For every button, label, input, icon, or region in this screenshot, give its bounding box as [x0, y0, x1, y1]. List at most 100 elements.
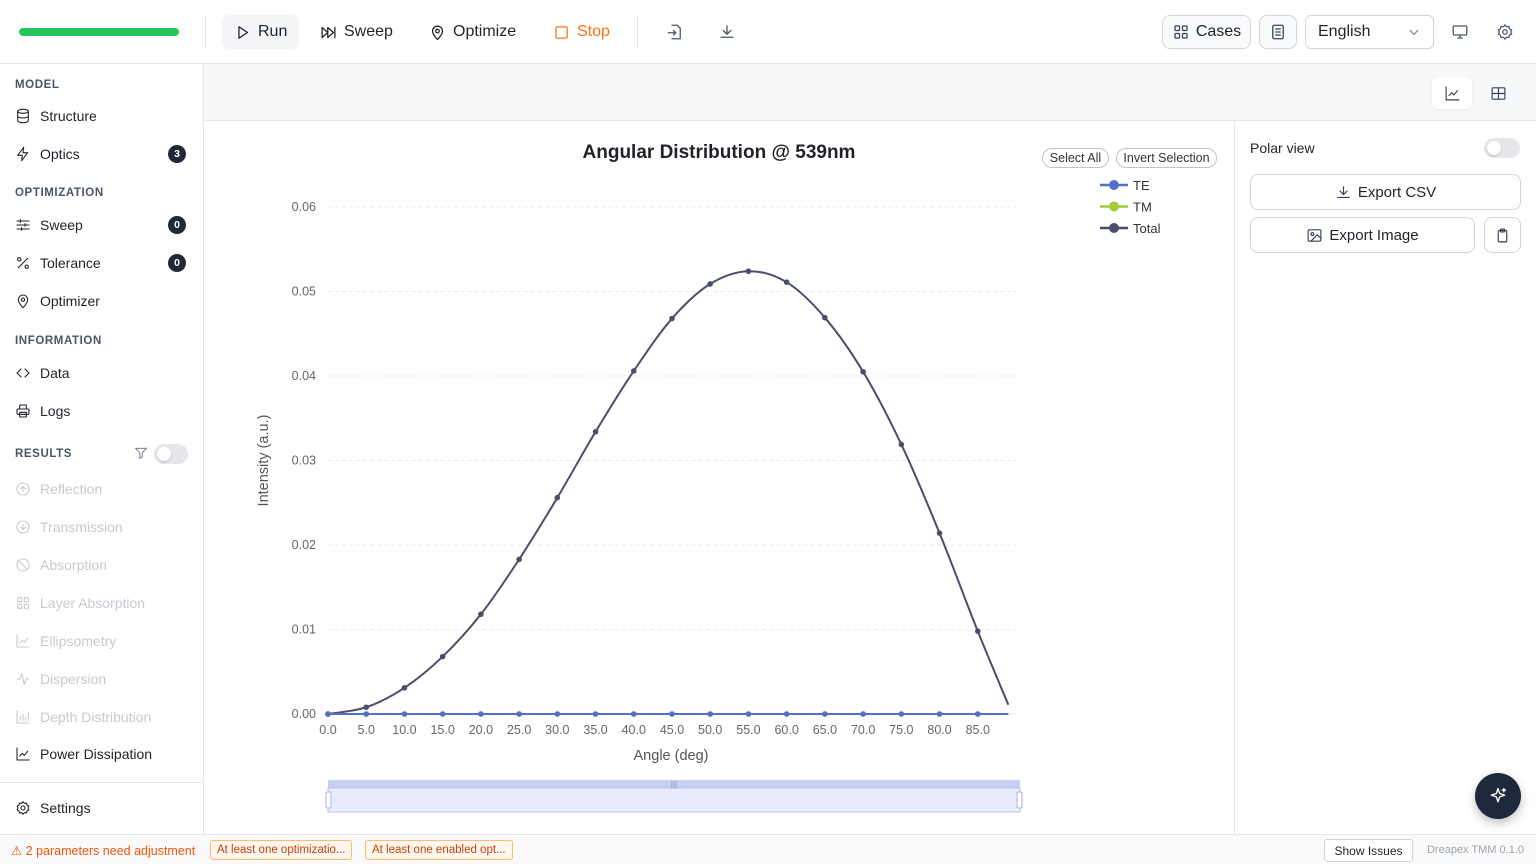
- stop-button[interactable]: Stop: [541, 15, 622, 49]
- sidebar-item-label: Layer Absorption: [40, 595, 145, 611]
- y-axis-label: Intensity (a.u.): [256, 415, 272, 507]
- sidebar-item-optics[interactable]: Optics 3: [15, 138, 189, 170]
- filter-icon[interactable]: [134, 446, 148, 460]
- count-badge: 0: [168, 216, 186, 234]
- sweep-button[interactable]: Sweep: [308, 15, 405, 49]
- sidebar-item-transmission[interactable]: Transmission: [15, 511, 189, 543]
- sidebar-item-label: Dispersion: [40, 671, 106, 687]
- optimize-button[interactable]: Optimize: [417, 15, 528, 49]
- map-pin-icon: [15, 293, 31, 309]
- chart-view-tab[interactable]: [1432, 77, 1472, 109]
- section-title-information: INFORMATION: [15, 335, 102, 347]
- notes-button[interactable]: [1259, 15, 1297, 49]
- data-point-total: [402, 685, 408, 691]
- sidebar-item-reflection[interactable]: Reflection: [15, 473, 189, 505]
- data-point-total: [822, 315, 828, 321]
- invert-selection-button[interactable]: Invert Selection: [1116, 148, 1217, 168]
- x-axis-label: Angle (deg): [634, 748, 709, 764]
- display-button[interactable]: [1443, 15, 1477, 49]
- sidebar-item-data[interactable]: Data: [15, 357, 189, 389]
- download-button[interactable]: [710, 15, 744, 49]
- y-tick-label: 0.06: [292, 200, 316, 214]
- x-tick-label: 20.0: [469, 723, 493, 737]
- gear-icon: [1496, 23, 1514, 41]
- sidebar-item-dispersion[interactable]: Dispersion: [15, 663, 189, 695]
- ai-assistant-button[interactable]: [1475, 773, 1521, 819]
- issue-chip[interactable]: At least one enabled opt...: [365, 840, 513, 860]
- stop-square-icon: [553, 24, 570, 41]
- sidebar-item-layer-absorption[interactable]: Layer Absorption: [15, 587, 189, 619]
- sidebar-item-structure[interactable]: Structure: [15, 100, 189, 132]
- polar-view-toggle[interactable]: [1484, 138, 1520, 158]
- export-csv-button[interactable]: Export CSV: [1250, 174, 1521, 210]
- sidebar-divider: [0, 782, 203, 783]
- copy-image-button[interactable]: [1484, 217, 1521, 253]
- import-button[interactable]: [658, 15, 692, 49]
- data-point-total: [593, 429, 599, 435]
- x-tick-label: 15.0: [430, 723, 454, 737]
- sidebar-item-label: Settings: [40, 800, 91, 816]
- data-point-te: [363, 711, 369, 717]
- legend-swatch-marker: [1109, 202, 1119, 212]
- sidebar-item-label: Transmission: [40, 519, 123, 535]
- language-select[interactable]: English: [1305, 15, 1434, 49]
- sidebar-item-power-dissipation[interactable]: Power Dissipation: [15, 738, 189, 770]
- show-issues-button[interactable]: Show Issues: [1324, 839, 1413, 862]
- x-tick-label: 30.0: [545, 723, 569, 737]
- data-point-total: [860, 369, 866, 375]
- x-tick-label: 75.0: [889, 723, 913, 737]
- zoom-slider-window: [328, 788, 1020, 812]
- chevron-down-icon: [1407, 25, 1421, 39]
- sidebar-item-label: Optics: [40, 146, 80, 162]
- legend-label: TE: [1133, 178, 1150, 193]
- layout-icon: [15, 595, 31, 611]
- sidebar-item-absorption[interactable]: Absorption: [15, 549, 189, 581]
- series-line-total: [328, 271, 1008, 714]
- cases-label: Cases: [1196, 23, 1241, 41]
- sidebar-item-tolerance[interactable]: Tolerance 0: [15, 247, 189, 279]
- x-tick-label: 25.0: [507, 723, 531, 737]
- percent-icon: [15, 255, 31, 271]
- data-point-te: [402, 711, 408, 717]
- zoom-slider-handle-right: [1017, 792, 1022, 808]
- sidebar-item-logs[interactable]: Logs: [15, 395, 189, 427]
- sweep-label: Sweep: [344, 23, 393, 41]
- run-button[interactable]: Run: [222, 15, 299, 49]
- chart: Angular Distribution @ 539nm0.000.010.02…: [204, 121, 1234, 834]
- legend-label: Total: [1133, 221, 1161, 236]
- map-pin-icon: [429, 24, 446, 41]
- data-point-total: [363, 704, 369, 710]
- sidebar-item-sweep[interactable]: Sweep 0: [15, 209, 189, 241]
- x-tick-label: 45.0: [660, 723, 684, 737]
- select-all-button[interactable]: Select All: [1042, 148, 1109, 168]
- results-filter-toggle[interactable]: [154, 444, 188, 464]
- x-tick-label: 65.0: [813, 723, 837, 737]
- data-point-total: [669, 316, 675, 322]
- x-tick-label: 35.0: [583, 723, 607, 737]
- bar-chart-icon: [15, 709, 31, 725]
- table-view-tab[interactable]: [1478, 77, 1518, 109]
- sidebar-item-depth-distribution[interactable]: Depth Distribution: [15, 701, 189, 733]
- document-icon: [1269, 23, 1287, 41]
- sidebar-item-label: Optimizer: [40, 293, 100, 309]
- data-point-te: [593, 711, 599, 717]
- data-point-te: [937, 711, 943, 717]
- sidebar-item-label: Structure: [40, 108, 97, 124]
- arrow-down-circle-icon: [15, 519, 31, 535]
- legend-swatch-marker: [1109, 180, 1119, 190]
- data-point-total: [478, 611, 484, 617]
- sidebar-item-ellipsometry[interactable]: Ellipsometry: [15, 625, 189, 657]
- sidebar-item-optimizer[interactable]: Optimizer: [15, 285, 189, 317]
- issue-chip[interactable]: At least one optimizatio...: [210, 840, 352, 860]
- image-icon: [1306, 227, 1323, 244]
- data-point-te: [325, 711, 331, 717]
- sidebar-item-label: Tolerance: [40, 255, 101, 271]
- version-label: Dreapex TMM 0.1.0: [1427, 844, 1524, 856]
- settings-button[interactable]: [1488, 15, 1522, 49]
- export-image-button[interactable]: Export Image: [1250, 217, 1475, 253]
- toolbar-divider: [637, 16, 638, 48]
- data-point-te: [440, 711, 446, 717]
- warning-text[interactable]: ⚠ 2 parameters need adjustment: [11, 843, 195, 858]
- cases-button[interactable]: Cases: [1162, 15, 1251, 49]
- sidebar-item-settings[interactable]: Settings: [15, 792, 189, 824]
